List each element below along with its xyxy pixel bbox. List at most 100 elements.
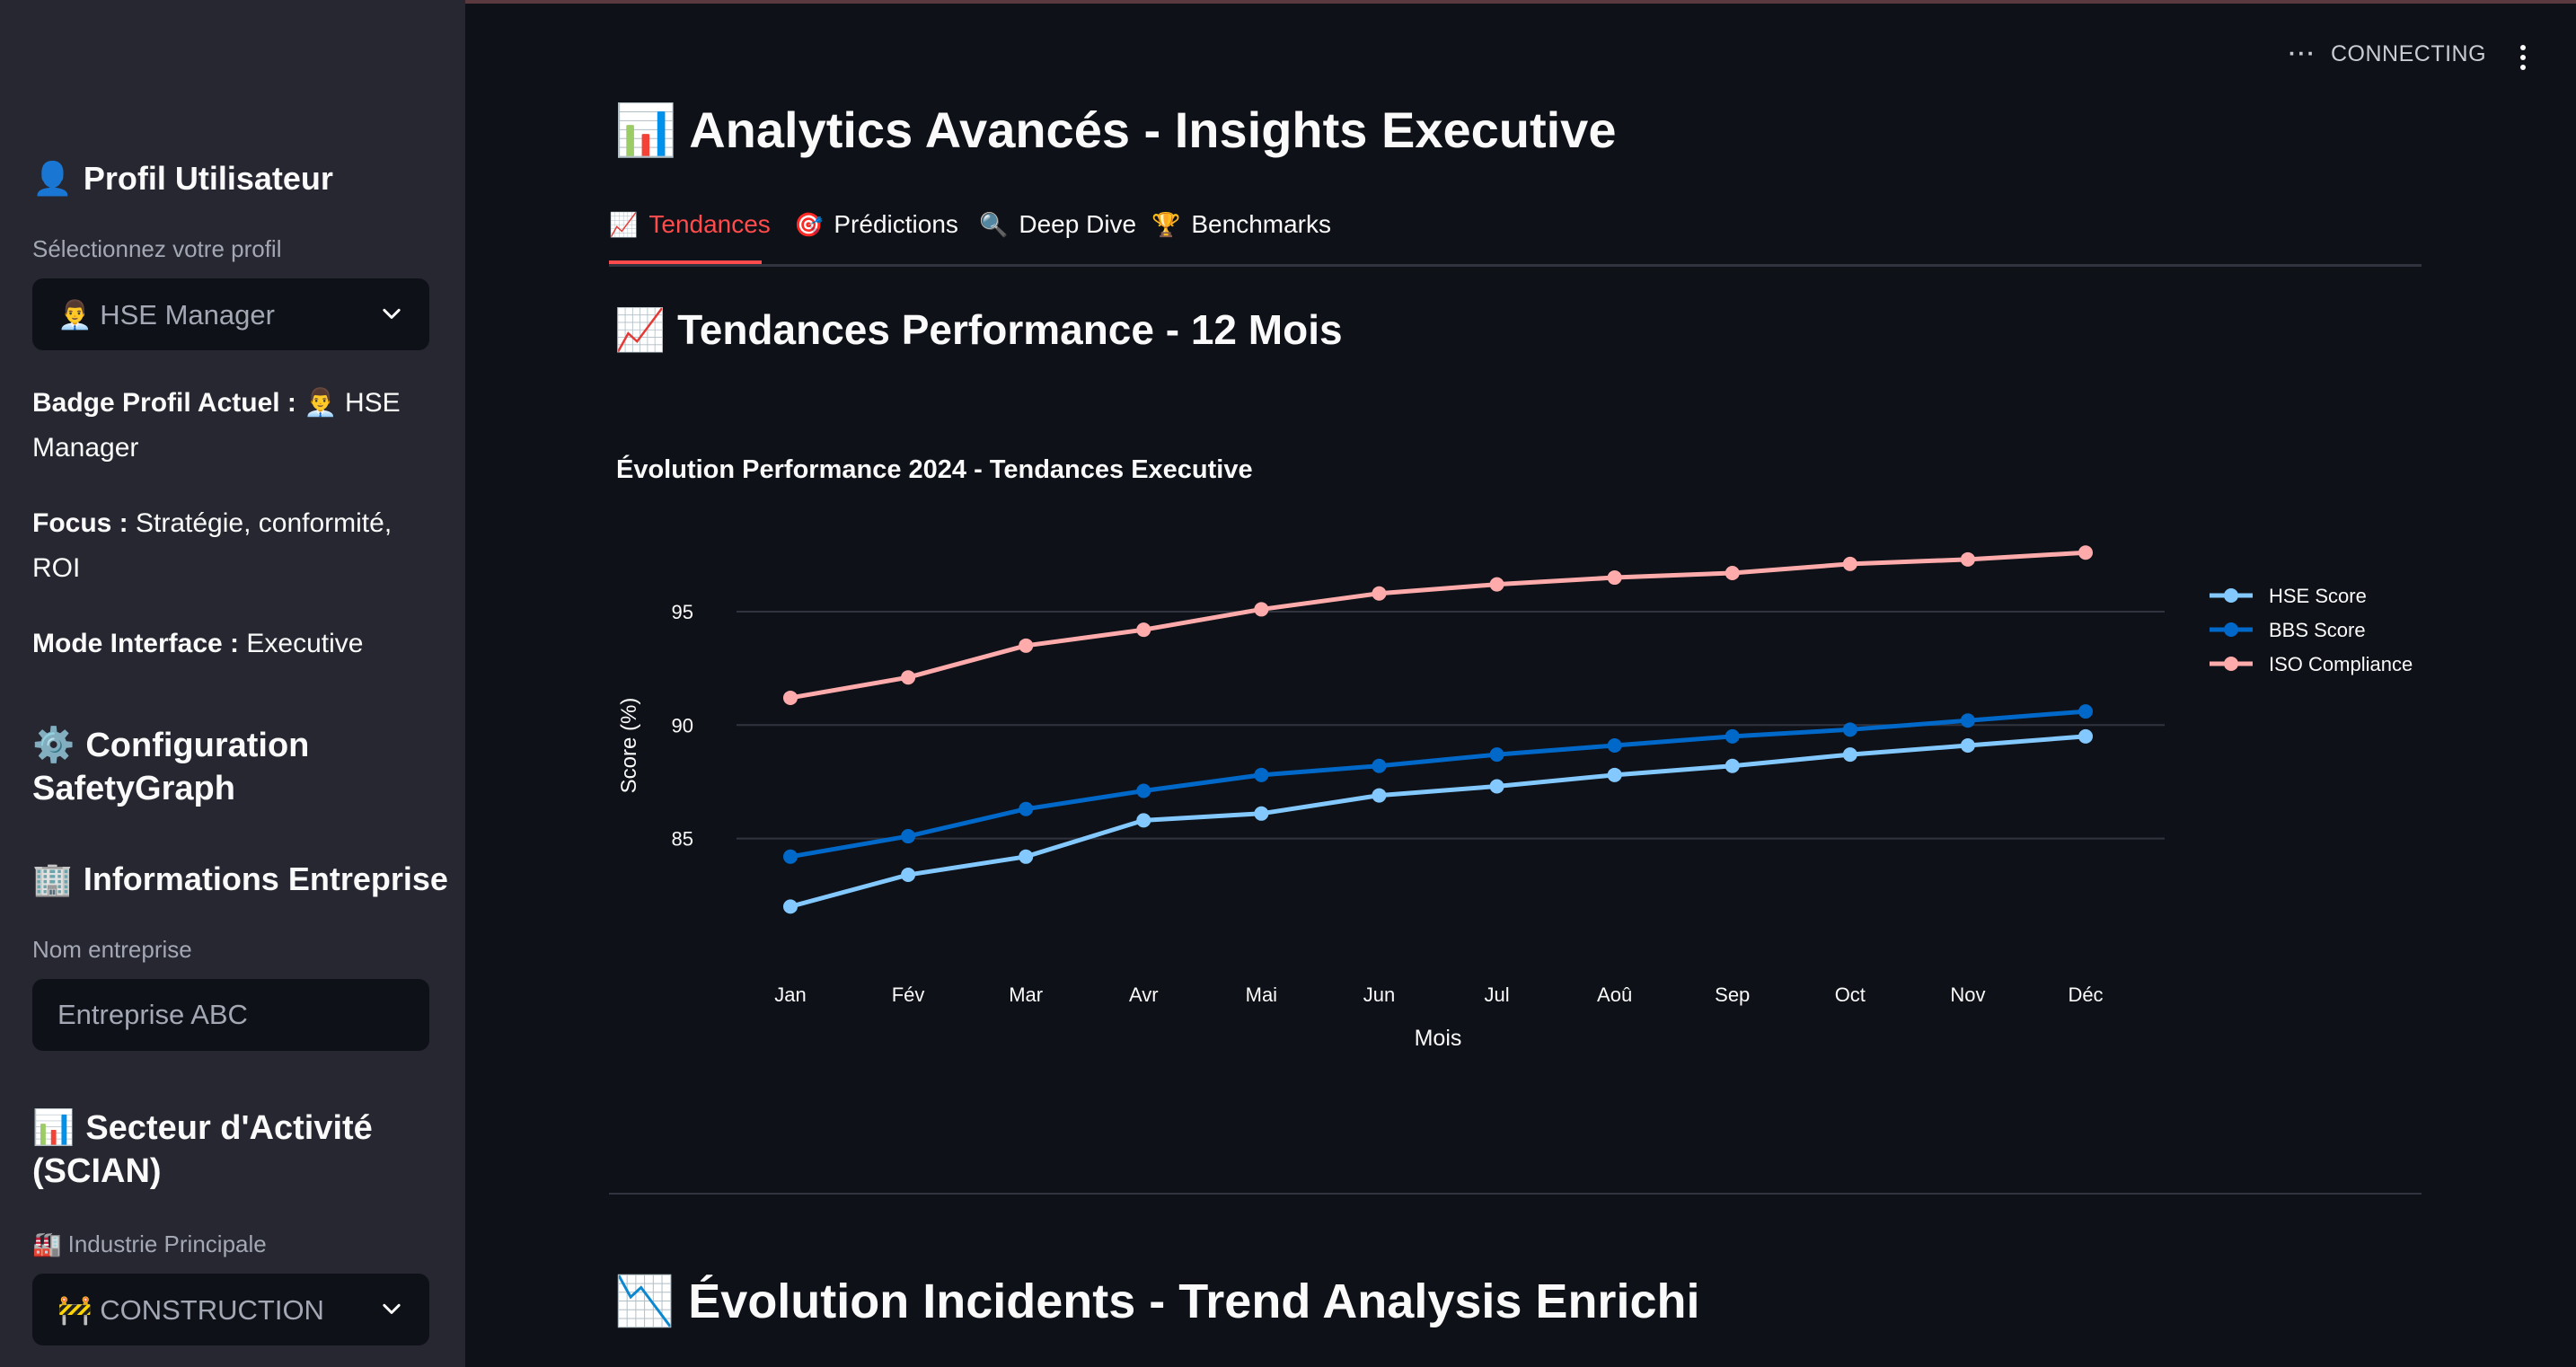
manager-icon: 👨‍💼 [57, 298, 93, 331]
y-tick-label: 95 [672, 601, 693, 623]
profile-section-title: Profil Utilisateur [83, 160, 333, 197]
data-point [1725, 566, 1740, 580]
section-divider [609, 1193, 2422, 1195]
bar-chart-icon: 📊 [32, 1109, 75, 1147]
badge-label: Badge Profil Actuel : [32, 388, 296, 418]
x-axis-label: Mois [1415, 1026, 1462, 1051]
profile-select-text: HSE Manager [100, 298, 275, 331]
data-point [2078, 545, 2093, 560]
industry-select[interactable]: 🚧 CONSTRUCTION [32, 1274, 429, 1345]
company-section-heading: 🏢 Informations Entreprise [32, 860, 448, 898]
x-tick-label: Jun [1363, 983, 1395, 1006]
target-icon: 🎯 [794, 210, 824, 238]
profile-section-heading: 👤 Profil Utilisateur [32, 160, 333, 198]
y-tick-label: 85 [672, 828, 693, 851]
series-line [790, 550, 2086, 701]
focus-text: Focus : Stratégie, conformité, ROI [32, 501, 428, 591]
tab-tendances[interactable]: 📈 Tendances [609, 210, 771, 239]
profile-select-value: 👨‍💼 HSE Manager [57, 298, 275, 331]
tab-bar: 📈 Tendances 🎯 Prédictions 🔍 Deep Dive 🏆 Benc… [609, 203, 2422, 267]
tab-label: Tendances [648, 210, 771, 238]
manager-icon: 👨‍💼 [304, 388, 338, 418]
data-point [1136, 622, 1151, 638]
focus-label: Focus : [32, 508, 128, 538]
sidebar: 👤 Profil Utilisateur Sélectionnez votre p… [0, 0, 465, 1367]
tab-label: Benchmarks [1191, 210, 1331, 238]
tab-label: Prédictions [834, 210, 958, 238]
data-point [1254, 767, 1269, 782]
profile-select-label: Sélectionnez votre profil [32, 235, 282, 262]
sector-section-title: Secteur d'Activité (SCIAN) [32, 1109, 373, 1190]
construction-icon: 🚧 [57, 1293, 93, 1326]
focus-value: Stratégie, conformité, ROI [32, 508, 393, 583]
series-line [790, 734, 2086, 909]
section-title-trends: 📈 Tendances Performance - 12 Mois [614, 305, 1343, 355]
data-point [1372, 758, 1387, 773]
data-point [1489, 577, 1504, 592]
trend-down-icon: 📉 [614, 1274, 675, 1328]
trophy-icon: 🏆 [1151, 210, 1181, 238]
tab-deep-dive[interactable]: 🔍 Deep Dive [979, 210, 1136, 239]
config-section-heading: ⚙️ Configuration SafetyGraph [32, 724, 428, 810]
top-accent-line [0, 0, 2576, 4]
performance-chart: Évolution Performance 2024 - Tendances E… [611, 422, 2425, 1087]
building-icon: 🏢 [32, 860, 73, 897]
legend-marker [2224, 588, 2238, 603]
gear-icon: ⚙️ [32, 727, 75, 764]
page-title: 📊 Analytics Avancés - Insights Executive [614, 101, 1616, 160]
industry-select-label: 🏭 Industrie Principale [32, 1230, 267, 1258]
data-point [1607, 738, 1622, 753]
legend-marker [2224, 622, 2238, 637]
industry-select-value: 🚧 CONSTRUCTION [57, 1293, 324, 1327]
x-tick-label: Jul [1484, 983, 1509, 1006]
data-point [1372, 788, 1387, 803]
x-tick-label: Oct [1835, 983, 1866, 1006]
data-point [1607, 767, 1622, 782]
data-point [1960, 713, 1975, 728]
config-section-title: Configuration SafetyGraph [32, 727, 310, 807]
industry-select-text: CONSTRUCTION [100, 1293, 324, 1326]
bar-chart-icon: 📊 [614, 101, 677, 158]
data-point [1725, 728, 1740, 744]
data-point [1136, 813, 1151, 828]
sector-section-heading: 📊 Secteur d'Activité (SCIAN) [32, 1107, 428, 1193]
legend-marker [2224, 657, 2238, 671]
company-name-placeholder: Entreprise ABC [57, 999, 248, 1030]
mode-value: Executive [246, 629, 364, 658]
x-tick-label: Nov [1950, 983, 1985, 1006]
factory-icon: 🏭 [32, 1230, 62, 1257]
kebab-menu-icon[interactable] [2515, 43, 2531, 72]
company-name-input[interactable]: Entreprise ABC [32, 979, 429, 1051]
chevron-down-icon [383, 308, 401, 319]
data-point [901, 868, 916, 882]
data-point [1254, 806, 1269, 821]
data-point [1489, 747, 1504, 763]
trend-up-icon: 📈 [609, 210, 639, 238]
profile-select[interactable]: 👨‍💼 HSE Manager [32, 278, 429, 350]
data-point [783, 849, 798, 864]
company-section-title: Informations Entreprise [83, 860, 448, 897]
tab-benchmarks[interactable]: 🏆 Benchmarks [1151, 210, 1331, 239]
industry-label-text: Industrie Principale [67, 1230, 267, 1257]
legend-entry: ISO Compliance [2269, 653, 2413, 675]
section-title-text: Évolution Incidents - Trend Analysis Enr… [688, 1274, 1700, 1328]
chart-title: Évolution Performance 2024 - Tendances E… [616, 454, 1253, 484]
x-tick-label: Aoû [1597, 983, 1632, 1006]
user-icon: 👤 [32, 160, 73, 197]
data-point [1960, 551, 1975, 567]
data-point [901, 829, 916, 844]
data-point [1019, 638, 1034, 653]
tab-predictions[interactable]: 🎯 Prédictions [794, 210, 958, 239]
data-point [1842, 722, 1857, 737]
x-tick-label: Jan [774, 983, 806, 1006]
data-point [783, 899, 798, 914]
legend-entry: BBS Score [2269, 619, 2366, 641]
data-point [1725, 758, 1740, 773]
y-axis-label: Score (%) [617, 698, 641, 794]
data-point [2078, 704, 2093, 719]
data-point [1960, 738, 1975, 753]
search-icon: 🔍 [979, 210, 1009, 238]
performance-chart-svg: Évolution Performance 2024 - Tendances E… [616, 454, 2413, 1051]
status-dots-icon: ··· [2289, 41, 2316, 66]
x-tick-label: Sep [1715, 983, 1750, 1006]
